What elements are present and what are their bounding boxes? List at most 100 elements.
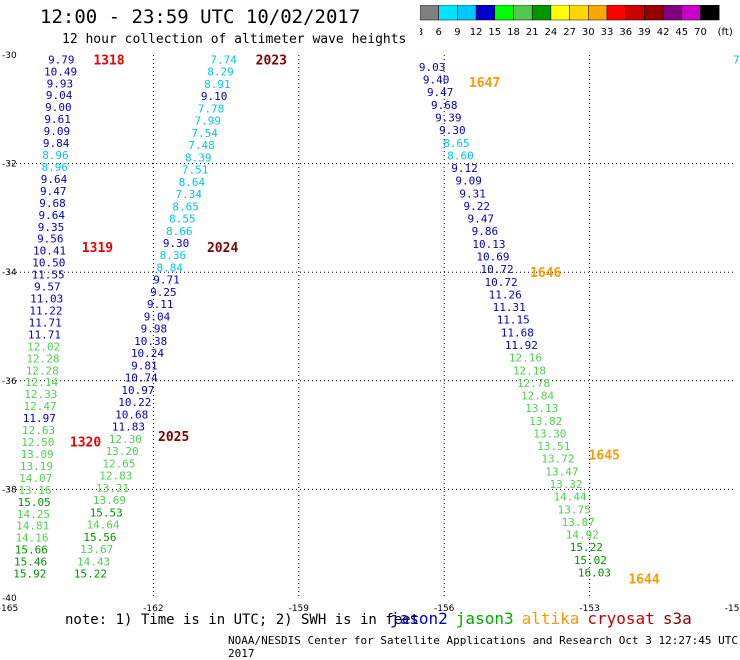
wave-height-value: 13.09: [21, 448, 54, 461]
wave-height-value: 7.48: [188, 139, 215, 152]
wave-height-value: 13.13: [525, 402, 558, 415]
wave-height-value: 7: [733, 53, 740, 66]
legend-entry: jason3: [455, 609, 514, 628]
wave-height-value: 8.64: [179, 176, 206, 189]
wave-height-value: 14.43: [77, 555, 110, 568]
wave-height-value: 11.15: [497, 314, 530, 327]
colorbar-label: 18: [507, 27, 520, 38]
wave-height-value: 13.75: [558, 503, 591, 516]
wave-height-value: 9.09: [44, 125, 71, 138]
wave-height-value: 12.18: [513, 364, 546, 377]
wave-height-value: 14.16: [15, 532, 48, 545]
wave-height-value: 12.28: [26, 352, 59, 365]
colorbar-label: 42: [657, 27, 670, 38]
wave-height-value: 12.33: [24, 388, 57, 401]
wave-height-value: 9.22: [463, 200, 490, 213]
wave-height-value: 9.57: [34, 281, 61, 294]
wave-height-value: 13.21: [96, 482, 129, 495]
wave-height-value: 15.46: [14, 556, 47, 569]
colorbar-label: 15: [488, 27, 501, 38]
wave-height-value: 9.31: [459, 187, 486, 200]
pass-number-label: 1644: [628, 572, 659, 587]
wave-height-value: 9.25: [150, 286, 177, 299]
wave-height-value: 9.04: [46, 89, 73, 102]
wave-height-value: 14.44: [554, 491, 587, 504]
wave-height-value: 13.51: [537, 440, 570, 453]
wave-height-value: 9.04: [144, 310, 171, 323]
wave-height-value: 9.35: [38, 221, 65, 234]
wave-height-value: 13.19: [20, 460, 53, 473]
wave-height-value: 10.22: [118, 396, 151, 409]
x-tick-label: -153: [579, 604, 599, 614]
colorbar-label: 9: [454, 27, 460, 38]
satellite-legend: jason2 jason3 altika cryosat s3a: [390, 609, 700, 628]
wave-height-value: 8.66: [166, 225, 193, 238]
colorbar-swatch: [700, 5, 720, 21]
wave-height-value: 8.29: [207, 66, 234, 79]
wave-height-value: 9.81: [131, 359, 158, 372]
wave-height-value: 10.74: [125, 372, 158, 385]
y-tick-label: -38: [2, 485, 17, 495]
wave-height-value: 13.82: [529, 415, 562, 428]
wave-height-value: 9.47: [40, 185, 67, 198]
footer-credit: NOAA/NESDIS Center for Satellite Applica…: [228, 634, 738, 660]
wave-height-value: 10.49: [44, 65, 77, 78]
wave-height-value: 7.51: [182, 164, 209, 177]
wave-height-value: 15.02: [574, 554, 607, 567]
wave-height-value: 7.78: [198, 102, 225, 115]
colorbar-label: 70: [694, 27, 707, 38]
wave-height-value: 13.87: [562, 516, 595, 529]
wave-height-value: 9.64: [41, 173, 68, 186]
wave-height-value: 9.40: [423, 74, 450, 87]
pass-number-label: 1320: [70, 436, 101, 451]
pass-number-label: 1647: [469, 76, 500, 91]
axes: -165 -162 -159 -156 -153 -150 -30 -32 -34 -36 -38 -…: [0, 51, 740, 614]
colorbar-label: (ft): [718, 27, 733, 38]
colorbar-label: 6: [436, 27, 442, 38]
wave-height-value: 8.84: [156, 261, 183, 274]
wave-height-value: 12.50: [21, 436, 54, 449]
wave-height-value: 13.67: [80, 543, 113, 556]
wave-height-value: 11.71: [28, 328, 61, 341]
wave-height-value: 7.74: [210, 53, 237, 66]
wave-height-value: 10.72: [480, 263, 513, 276]
wave-height-value: 10.72: [485, 276, 518, 289]
colorbar-label: 12: [470, 27, 483, 38]
wave-height-value: 12.16: [509, 352, 542, 365]
wave-height-value: 9.64: [39, 209, 66, 222]
wave-height-value: 8.65: [443, 137, 470, 150]
x-tick-label: -156: [434, 604, 455, 614]
wave-height-value: 11.55: [32, 269, 65, 282]
colorbar-label: 30: [582, 27, 595, 38]
x-tick-label: -150: [725, 604, 740, 614]
wave-height-value: 9.30: [439, 124, 466, 137]
wave-height-value: 10.69: [476, 251, 509, 264]
wave-height-value: 9.79: [48, 53, 75, 66]
legend-entry: s3a: [662, 609, 692, 628]
pass-number-label: 2024: [207, 241, 238, 256]
wave-height-value: 9.93: [47, 77, 74, 90]
wave-height-value: 11.22: [29, 304, 62, 317]
wave-height-value: 10.24: [131, 347, 164, 360]
wave-height-value: 10.97: [121, 384, 154, 397]
pass-number-label: 2025: [158, 430, 189, 445]
pass-number-label: 1645: [589, 449, 620, 464]
wave-height-value: 11.92: [505, 339, 538, 352]
wave-height-value: 12.78: [517, 377, 550, 390]
wave-height-value: 14.81: [16, 520, 49, 533]
pass-number-label: 2023: [256, 53, 287, 68]
wave-height-value: 9.11: [147, 298, 174, 311]
data-marks: 9.7910.499.939.049.009.619.099.848.968.9…: [13, 53, 739, 587]
colorbar-label: 45: [675, 27, 688, 38]
chart-title: 12:00 - 23:59 UTC 10/02/2017: [40, 6, 361, 28]
wave-height-value: 15.05: [18, 496, 51, 509]
wave-height-value: 9.61: [44, 113, 71, 126]
pass-number-label: 1646: [530, 266, 561, 281]
wave-height-value: 8.36: [160, 249, 187, 262]
wave-height-value: 9.68: [431, 99, 458, 112]
wave-height-value: 11.26: [489, 288, 522, 301]
wave-height-value: 11.83: [112, 421, 145, 434]
wave-height-value: 13.72: [541, 453, 574, 466]
wave-height-value: 12.83: [99, 470, 132, 483]
wave-height-value: 9.09: [455, 175, 482, 188]
